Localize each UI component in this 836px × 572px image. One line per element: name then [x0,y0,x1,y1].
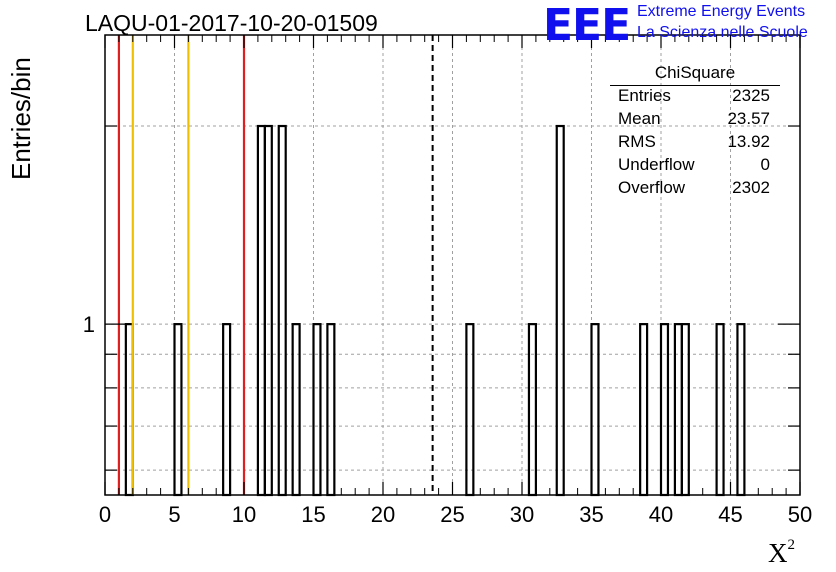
x-axis-label: X2 [768,537,795,569]
x-axis-label-sup: 2 [787,537,796,553]
x-axis-label-base: X [768,538,788,568]
axis-ticks [104,35,801,495]
x-tick-label: 15 [301,502,325,527]
histogram-bar [326,323,336,497]
marker-lines [117,35,434,495]
stats-value: 2302 [732,178,770,197]
stats-value: 23.57 [727,109,770,128]
x-tick-label: 40 [649,502,673,527]
y-axis-label: Entries/bin [6,57,36,180]
stats-value: 0 [760,155,770,174]
x-tick-label: 20 [371,502,395,527]
x-tick-label: 10 [232,502,256,527]
stats-label: Overflow [618,178,686,197]
stats-box: ChiSquare Entries 2325 Mean 23.57 RMS 13.92… [610,63,780,201]
grid [105,35,800,495]
x-tick-label: 35 [579,502,603,527]
histogram-bar [555,124,565,497]
histogram-bar [277,124,287,497]
stats-row: Entries 2325 [610,86,780,109]
stats-label: Entries [618,86,671,105]
stats-label: Mean [618,109,661,128]
stats-row: Overflow 2302 [610,178,780,201]
histogram-bar [465,323,475,497]
histogram-bar [291,323,301,497]
chart-title: LAQU-01-2017-10-20-01509 [85,10,378,36]
histogram-bar [715,323,725,497]
x-tick-label: 30 [510,502,534,527]
stats-value: 2325 [732,86,770,105]
tick-labels: 0 5 10 15 20 25 30 35 40 45 50 1 [83,312,812,527]
histogram-bar [312,323,322,497]
x-tick-label: 25 [440,502,464,527]
histogram-bar [222,323,232,497]
x-tick-label: 45 [718,502,742,527]
logo-line-1: Extreme Energy Events [637,3,806,20]
x-tick-label: 5 [168,502,180,527]
stats-title: ChiSquare [610,63,780,86]
stats-label: Underflow [618,155,695,174]
stats-row: Underflow 0 [610,155,780,178]
stats-row: RMS 13.92 [610,132,780,155]
histogram-bar [736,323,746,497]
histogram-bar [639,323,649,497]
stats-value: 13.92 [727,132,770,151]
stats-row: Mean 23.57 [610,109,780,132]
histogram-bar [680,323,690,497]
histogram-bar [173,323,183,497]
x-tick-label: 0 [99,502,111,527]
y-tick-label: 1 [83,312,95,337]
x-tick-label: 50 [788,502,812,527]
histogram-bar [590,323,600,497]
histogram-bar [527,323,538,497]
histogram-bar [659,323,670,497]
logo-line-2: La Scienza nelle Scuole [637,24,808,41]
histogram-bar [263,124,273,497]
stats-label: RMS [618,132,656,151]
eee-logo: EEE [543,0,631,51]
